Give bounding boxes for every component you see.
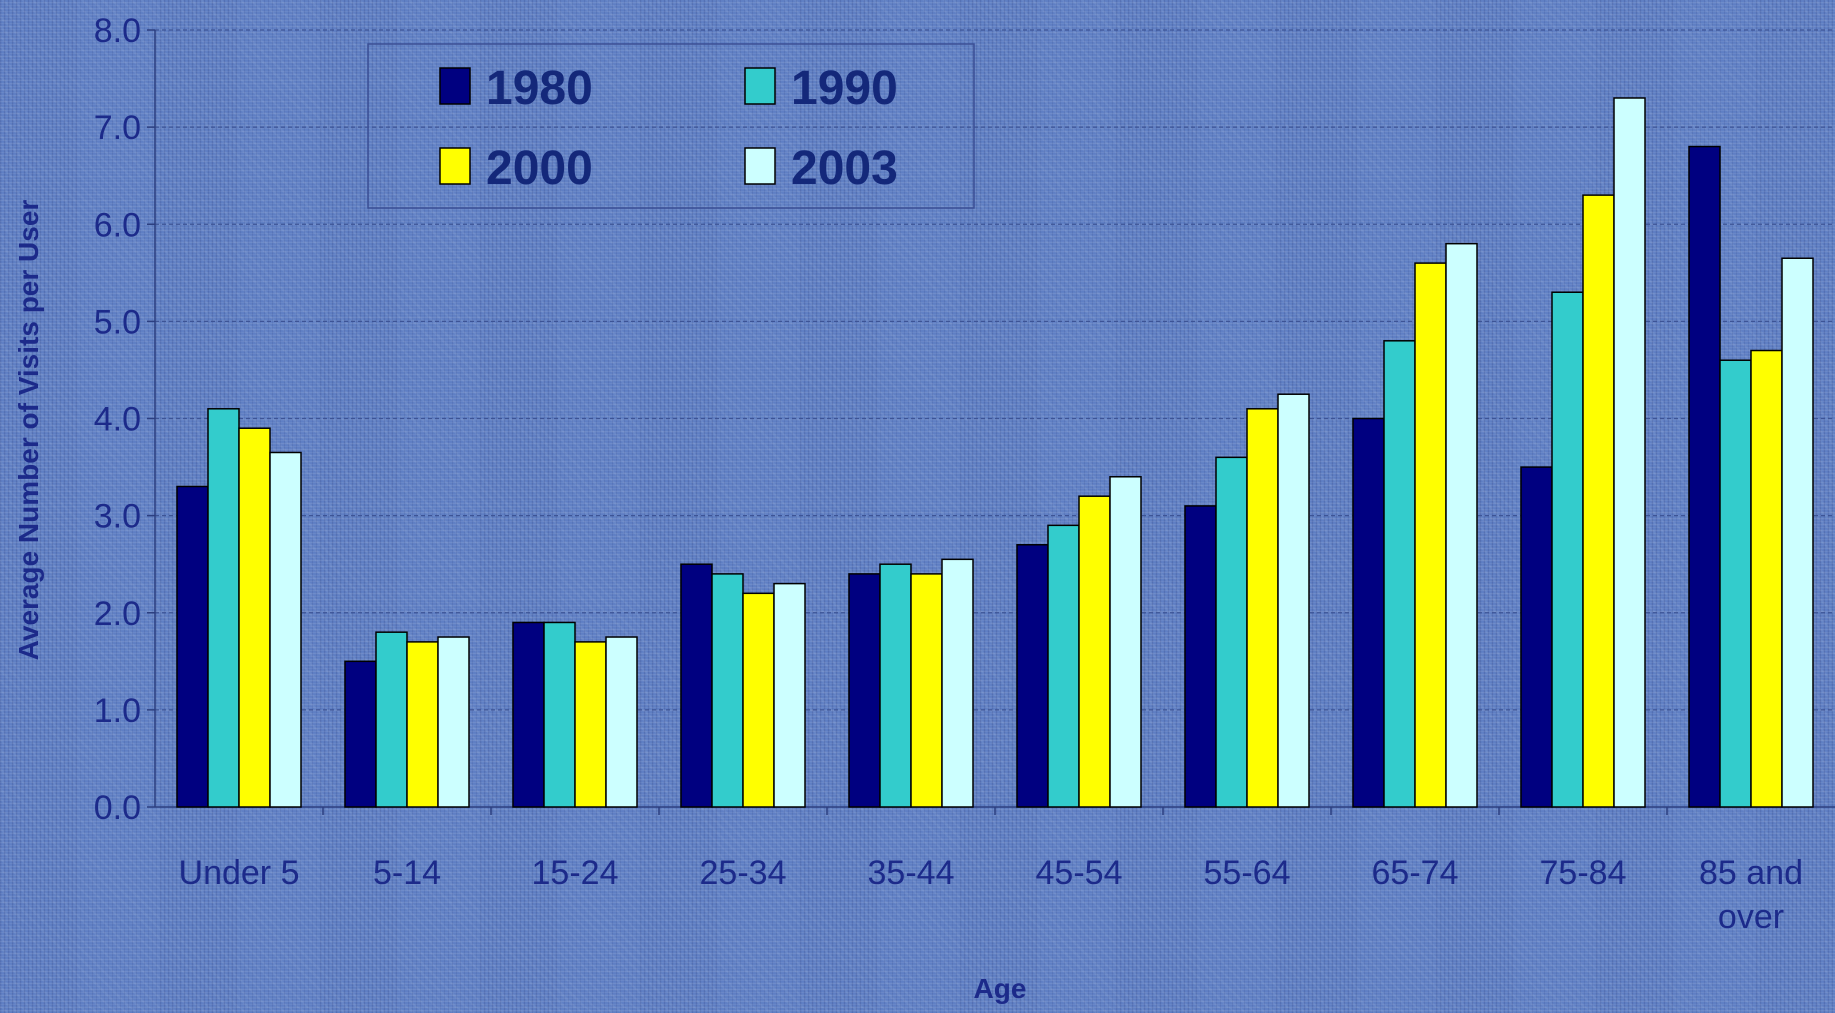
bar-1990-5-14 — [375, 631, 408, 808]
bar-1980-35-44 — [848, 573, 881, 808]
bar-2000-15-24 — [574, 641, 607, 808]
bar-1990-85-and-over — [1719, 359, 1752, 808]
bar-1980-45-54 — [1016, 544, 1049, 808]
x-category-label: 65-74 — [1372, 854, 1459, 892]
y-tick-label: 6.0 — [94, 206, 141, 244]
legend-swatch-1980 — [439, 67, 471, 105]
bar-2000-45-54 — [1078, 495, 1111, 808]
bar-1990-65-74 — [1383, 340, 1416, 808]
bar-1990-55-64 — [1215, 456, 1248, 808]
bar-1980-75-84 — [1520, 466, 1553, 808]
y-tick-label: 5.0 — [94, 303, 141, 341]
bar-2000-5-14 — [406, 641, 439, 808]
x-category-labels: Under 5 5-14 15-24 25-34 35-44 45-54 55-64 65-7… — [179, 854, 1803, 936]
x-category-label: 55-64 — [1204, 854, 1291, 892]
legend-swatch-2000 — [439, 147, 471, 185]
bar-2003-5-14 — [437, 636, 470, 808]
x-category-label: 15-24 — [532, 854, 619, 892]
bar-2003-under-5 — [269, 451, 302, 808]
y-tick-label: 8.0 — [94, 12, 141, 50]
bar-1980-15-24 — [512, 621, 545, 808]
legend: 1980 1990 2000 2003 — [367, 43, 975, 209]
bar-2003-45-54 — [1109, 476, 1142, 808]
bar-2003-55-64 — [1277, 393, 1310, 808]
x-category-label: 85 and over — [1699, 854, 1803, 936]
bar-1990-75-84 — [1551, 291, 1584, 808]
legend-label-1990: 1990 — [791, 62, 898, 115]
legend-box — [367, 43, 975, 209]
bar-1980-under-5 — [176, 485, 209, 808]
x-axis-title: Age — [974, 973, 1027, 1004]
bar-1990-25-34 — [711, 573, 744, 808]
bar-1990-15-24 — [543, 621, 576, 808]
legend-label-2003: 2003 — [791, 142, 898, 195]
bar-1990-under-5 — [207, 408, 240, 808]
legend-swatch-1990 — [744, 67, 776, 105]
y-tick-label: 7.0 — [94, 109, 141, 147]
legend-swatch-2003 — [744, 147, 776, 185]
y-tick-label: 0.0 — [94, 789, 141, 827]
y-tick-labels: 0.0 1.0 2.0 3.0 4.0 5.0 6.0 7.0 8.0 — [94, 12, 141, 827]
bar-2003-85-and-over — [1781, 257, 1814, 808]
bar-1980-65-74 — [1352, 417, 1385, 808]
bar-1980-25-34 — [680, 563, 713, 808]
bar-2003-35-44 — [941, 558, 974, 808]
bar-2000-25-34 — [742, 592, 775, 808]
bar-1980-55-64 — [1184, 505, 1217, 808]
x-category-label: 75-84 — [1540, 854, 1627, 892]
gridlines — [155, 29, 1835, 711]
bar-1980-5-14 — [344, 660, 377, 808]
x-category-label: 25-34 — [700, 854, 787, 892]
bar-2000-55-64 — [1246, 408, 1279, 808]
bar-1990-35-44 — [879, 563, 912, 808]
x-category-label: 5-14 — [373, 854, 441, 892]
bar-2000-65-74 — [1414, 262, 1447, 808]
bar-2003-25-34 — [773, 582, 806, 808]
bar-2000-under-5 — [238, 427, 271, 808]
bars — [176, 97, 1814, 808]
bar-2003-65-74 — [1445, 242, 1478, 808]
x-category-label: 45-54 — [1036, 854, 1123, 892]
bar-2000-85-and-over — [1750, 349, 1783, 808]
y-axis-title: Average Number of Visits per User — [13, 200, 44, 661]
bar-2000-35-44 — [910, 573, 943, 808]
legend-label-1980: 1980 — [486, 62, 593, 115]
y-tick-label: 1.0 — [94, 692, 141, 730]
x-category-label: Under 5 — [179, 854, 300, 892]
bar-2003-15-24 — [605, 636, 638, 808]
bar-2003-75-84 — [1613, 97, 1646, 808]
x-category-label: 35-44 — [868, 854, 955, 892]
y-tick-label: 3.0 — [94, 498, 141, 536]
legend-label-2000: 2000 — [486, 142, 593, 195]
bar-2000-75-84 — [1582, 194, 1615, 808]
bar-1990-45-54 — [1047, 524, 1080, 808]
y-tick-label: 2.0 — [94, 595, 141, 633]
y-tick-label: 4.0 — [94, 401, 141, 439]
bar-1980-85-and-over — [1688, 145, 1721, 808]
